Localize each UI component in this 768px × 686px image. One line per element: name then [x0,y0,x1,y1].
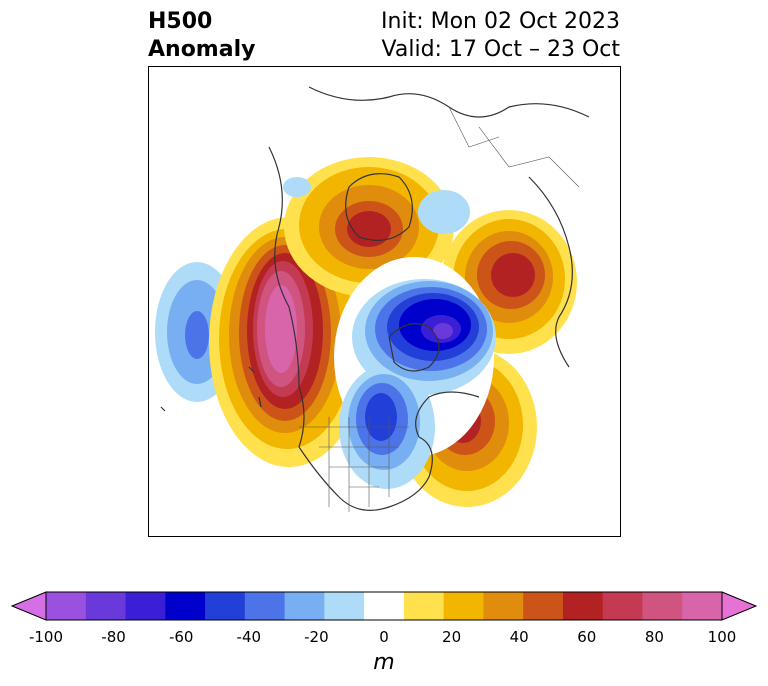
colorbar-bin [324,592,365,620]
colorbar-extend-high [721,591,758,621]
colorbar-bin [682,592,723,620]
colorbar-tick-label: -40 [236,628,262,646]
colorbar-tick-label: 40 [509,628,529,646]
init-time: Init: Mon 02 Oct 2023 [381,9,620,34]
colorbar-tick-label: 100 [707,628,737,646]
colorbar-frame [45,591,723,621]
colorbar-bin [85,592,127,620]
colorbar-bin [165,592,206,620]
colorbar-tick-label: -20 [304,628,329,646]
title-field: Anomaly [148,37,256,62]
colorbar-tick-label: 0 [379,628,389,646]
map-canvas [155,86,590,512]
colorbar-tick-label: -80 [101,628,126,646]
colorbar-extend-low [10,591,47,621]
colorbar-tick-label: 60 [577,628,597,646]
colorbar-bin [244,592,286,620]
colorbar-bin [602,592,643,620]
northern-small-anomalies [283,177,470,234]
title-variable: H500 [148,9,213,34]
colorbar-tick-label: 20 [442,628,462,646]
colorbar-bin [443,592,484,620]
colorbar-bin [483,592,524,620]
colorbar-tick-label: 80 [644,628,664,646]
colorbar-tick-label: -60 [168,628,194,646]
colorbar-bin [403,592,445,620]
colorbar-bin [46,592,87,620]
colorbar-bin [205,592,246,620]
colorbar-bin [562,592,604,620]
colorbar-tick-label: -100 [28,628,64,646]
colorbar-unit: m [373,650,395,675]
colorbar-graphic [10,591,758,621]
valid-range: Valid: 17 Oct – 23 Oct [381,37,620,62]
political-borders [299,106,580,512]
anomaly-map [148,66,621,537]
colorbar-bin [364,592,405,620]
colorbar [10,588,758,624]
colorbar-bin [523,592,564,620]
arctic-ridge [284,157,454,297]
colorbar-bin [125,592,166,620]
title-right: Init: Mon 02 Oct 2023 Valid: 17 Oct – 23… [381,8,620,64]
colorbar-bin [642,592,683,620]
western-ridge [209,217,369,467]
title-left: H500 Anomaly [148,8,255,64]
colorbar-bin [284,592,325,620]
